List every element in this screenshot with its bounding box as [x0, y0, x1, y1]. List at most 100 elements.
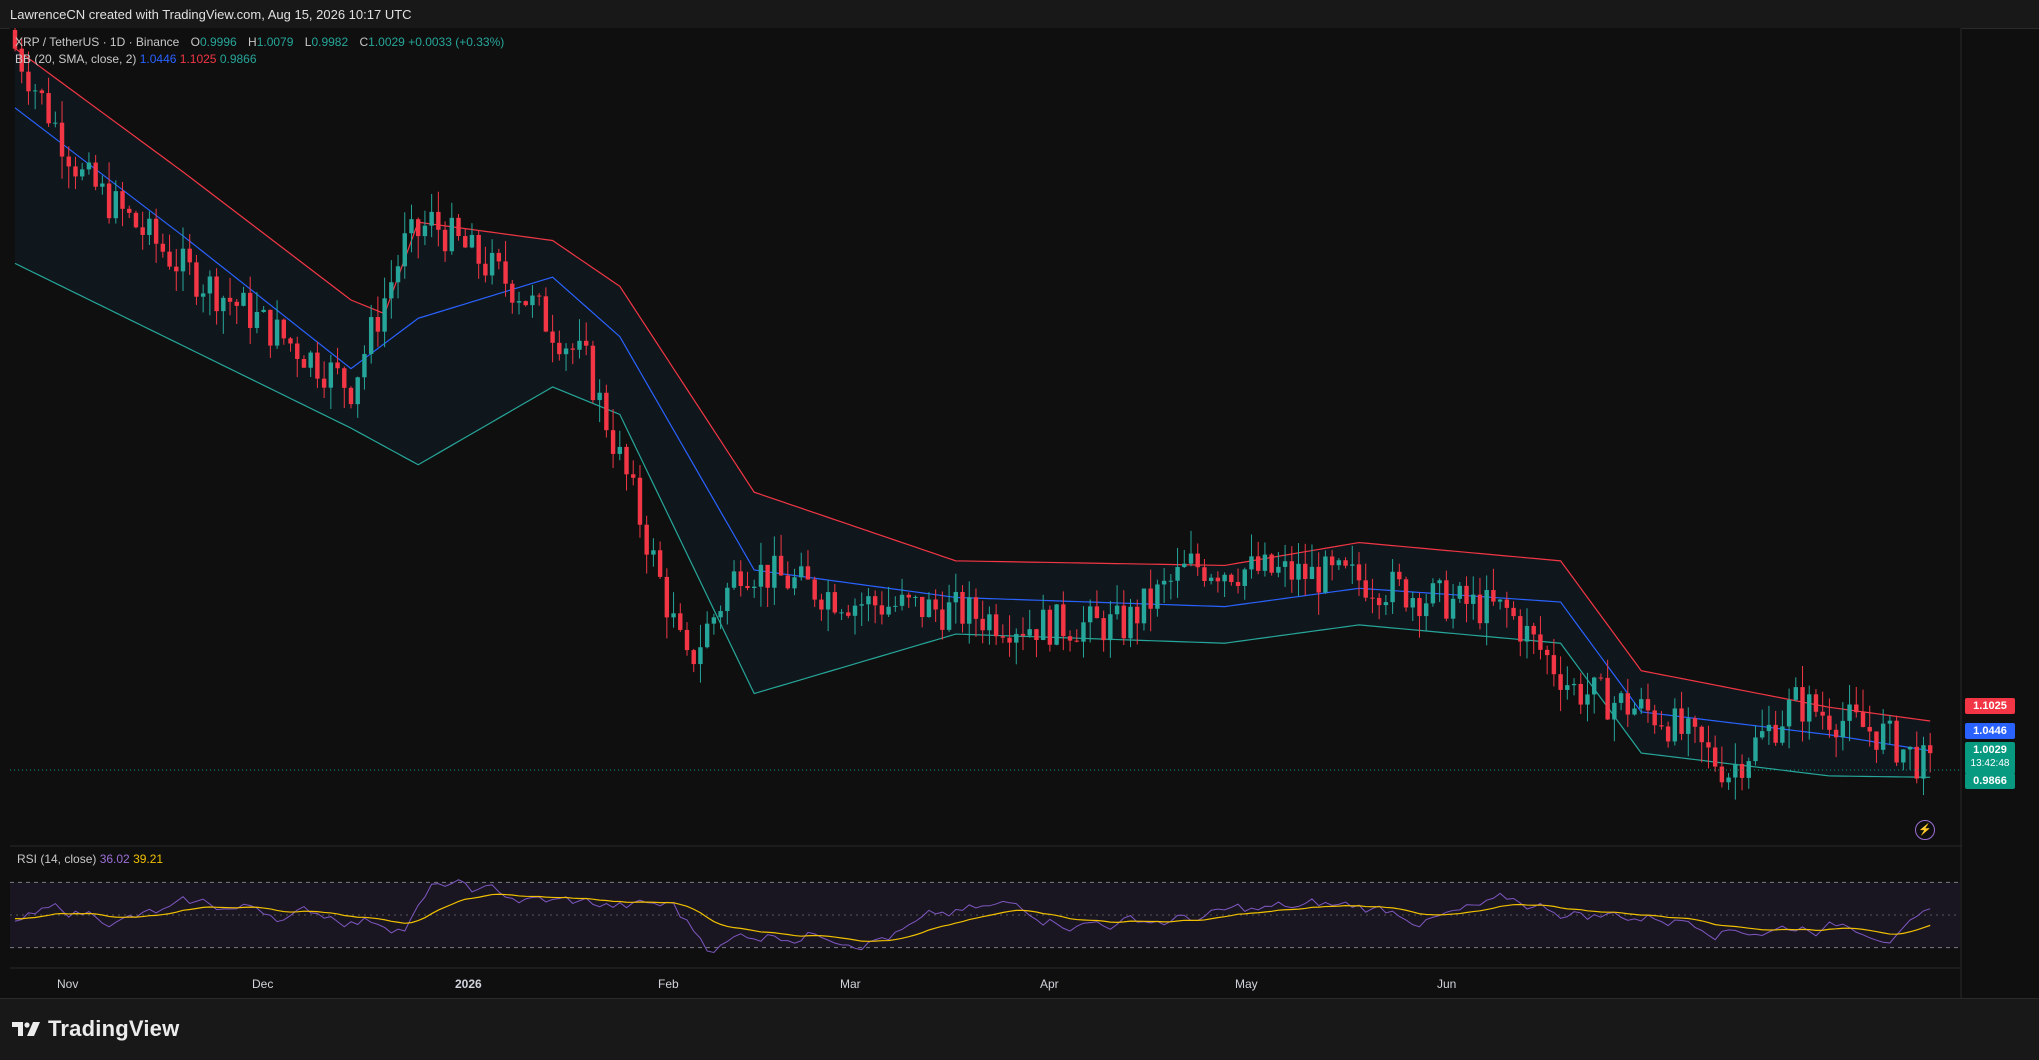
candle-body	[664, 576, 670, 618]
candle-body	[133, 212, 139, 228]
candle-body	[657, 550, 663, 577]
candle-body	[1336, 560, 1342, 566]
candle-body	[1659, 725, 1664, 727]
candle-body	[1088, 606, 1093, 623]
candle-body	[1148, 588, 1153, 609]
candle-body	[1014, 633, 1019, 643]
candle-body	[1061, 604, 1066, 637]
candle-body	[1914, 746, 1919, 779]
lightning-icon[interactable]: ⚡	[1915, 820, 1935, 840]
rsi-line	[14, 879, 1931, 953]
candle-body	[590, 345, 596, 401]
candle-body	[1692, 718, 1698, 727]
candle-body	[1894, 720, 1899, 763]
candle-body	[1000, 636, 1006, 638]
candle-body	[1497, 599, 1503, 602]
rsi-ma-value: 39.21	[133, 852, 164, 866]
candle-body	[1296, 563, 1301, 580]
candle-body	[153, 218, 159, 244]
candle-body	[1222, 574, 1227, 582]
candle-body	[288, 338, 293, 344]
time-axis-label: Feb	[658, 977, 679, 991]
candle-body	[704, 623, 710, 648]
price-chart-svg[interactable]: 2.60002.50002.40002.30002.20002.10002.00…	[10, 17, 2004, 998]
candle-body	[953, 591, 958, 603]
candle-body	[1027, 629, 1032, 636]
candle-body	[644, 524, 649, 555]
candle-body	[1256, 556, 1261, 571]
candle-body	[879, 605, 885, 615]
candle-body	[140, 227, 145, 235]
candle-body	[1874, 731, 1879, 750]
candle-body	[234, 301, 239, 306]
candle-body	[1712, 747, 1718, 767]
candle-body	[73, 166, 78, 177]
candle-body	[1558, 674, 1563, 690]
candle-body	[1450, 598, 1456, 619]
candle-body	[46, 93, 51, 124]
time-axis-label: Nov	[57, 977, 78, 991]
candle-body	[429, 211, 434, 226]
candle-body	[765, 564, 770, 588]
candle-body	[1746, 761, 1751, 778]
candle-body	[1807, 694, 1812, 722]
candle-body	[1040, 609, 1046, 641]
candle-body	[1544, 649, 1550, 656]
candle-body	[409, 219, 414, 234]
candle-body	[1524, 625, 1530, 642]
header-text: LawrenceCN created with TradingView.com,…	[10, 7, 412, 22]
candle-body	[1491, 590, 1496, 602]
candle-body	[1054, 604, 1059, 645]
candle-body	[1370, 597, 1375, 599]
candle-body	[725, 587, 730, 612]
candle-body	[523, 301, 528, 306]
candle-body	[543, 296, 549, 332]
candle-body	[1612, 702, 1617, 720]
candle-body	[1363, 580, 1368, 598]
time-axis-label: Dec	[252, 977, 273, 991]
candle-body	[1625, 693, 1630, 715]
candle-body	[1726, 777, 1731, 783]
candle-body	[1276, 566, 1281, 573]
brand-name: TradingView	[48, 1016, 180, 1041]
candle-body	[368, 317, 374, 354]
candle-body	[1403, 579, 1409, 608]
high-key: H	[248, 35, 257, 49]
candle-body	[1504, 599, 1510, 608]
bb-upper-value: 1.1025	[179, 52, 217, 66]
candle-body	[120, 191, 125, 209]
candle-body	[1235, 582, 1241, 586]
candle-body	[1121, 605, 1126, 639]
candle-body	[1155, 584, 1160, 609]
bb-basis-tag: 1.0446	[1965, 723, 2015, 739]
candle-body	[1813, 694, 1819, 712]
candle-body	[1303, 563, 1308, 580]
footer-bar	[0, 998, 2039, 1060]
candle-body	[348, 387, 354, 405]
candle-body	[1343, 560, 1348, 566]
candle-body	[1901, 749, 1906, 763]
candle-body	[1854, 704, 1859, 713]
candle-body	[1262, 554, 1268, 571]
candle-body	[261, 309, 266, 313]
candle-body	[758, 564, 764, 587]
candle-body	[1047, 609, 1053, 645]
candle-body	[1753, 737, 1758, 762]
candle-body	[530, 295, 535, 306]
candle-body	[550, 331, 555, 343]
candle-body	[597, 392, 602, 401]
candle-body	[476, 234, 481, 264]
candle-body	[1800, 687, 1805, 722]
bb-lower-value: 0.9866	[219, 52, 257, 66]
candle-body	[785, 575, 790, 589]
candle-body	[792, 577, 797, 589]
candle-body	[382, 298, 387, 332]
candle-body	[503, 261, 508, 284]
chart-area[interactable]: 2.60002.50002.40002.30002.20002.10002.00…	[10, 17, 2004, 998]
candle-body	[536, 295, 542, 297]
candle-body	[1605, 677, 1610, 720]
candle-body	[1827, 715, 1832, 730]
bar-countdown: 13:42:48	[1970, 758, 2010, 769]
candle-body	[1457, 585, 1462, 599]
candle-body	[1034, 629, 1039, 641]
